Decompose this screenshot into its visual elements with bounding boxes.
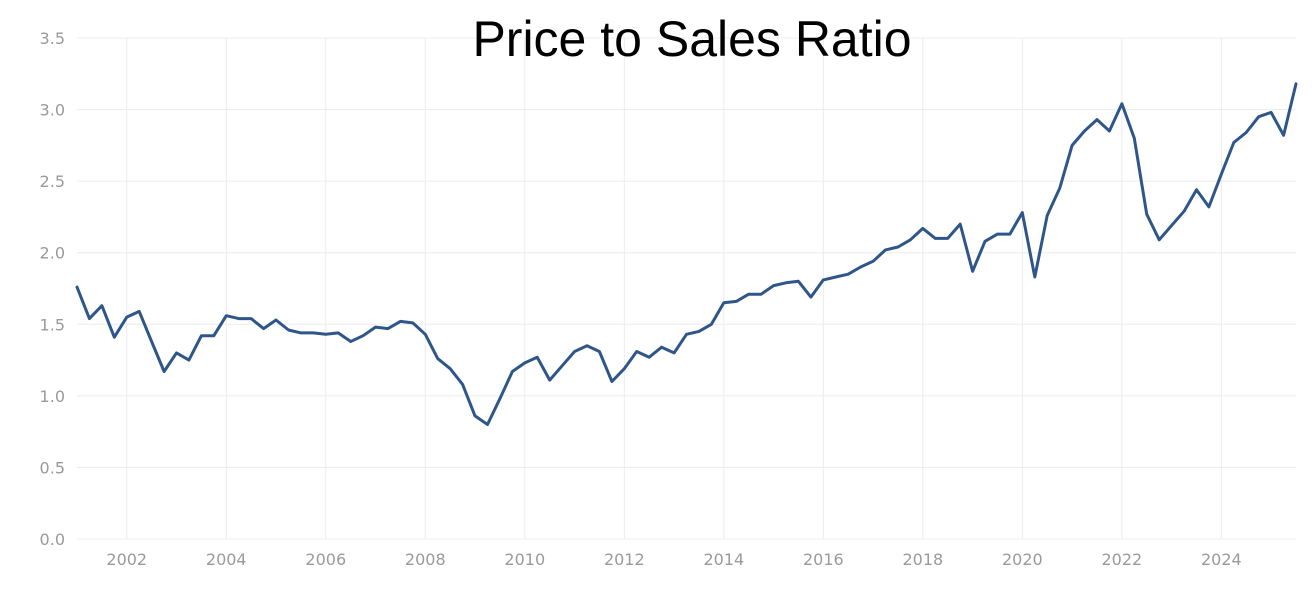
x-tick-label: 2024 [1201, 550, 1242, 569]
x-tick-label: 2014 [703, 550, 744, 569]
y-tick-label: 3.0 [40, 101, 65, 120]
chart-title: Price to Sales Ratio [472, 11, 911, 67]
y-tick-label: 2.5 [40, 172, 65, 191]
x-tick-label: 2004 [206, 550, 247, 569]
y-tick-label: 3.5 [40, 29, 65, 48]
x-axis: 2002 2004 2006 2008 2010 2012 2014 2016 2018 2020… [106, 550, 1241, 569]
y-tick-label: 0.5 [40, 458, 65, 477]
y-tick-label: 2.0 [40, 244, 65, 263]
y-tick-label: 0.0 [40, 530, 65, 549]
x-tick-label: 2008 [405, 550, 446, 569]
y-tick-label: 1.0 [40, 387, 65, 406]
y-axis: 0.0 0.5 1.0 1.5 2.0 2.5 3.0 3.5 [40, 29, 65, 549]
x-tick-label: 2018 [902, 550, 943, 569]
x-tick-label: 2010 [504, 550, 545, 569]
x-tick-label: 2002 [106, 550, 147, 569]
x-tick-label: 2006 [305, 550, 346, 569]
x-tick-label: 2016 [803, 550, 844, 569]
x-tick-label: 2012 [604, 550, 645, 569]
grid-lines [77, 37, 1296, 540]
x-tick-label: 2020 [1002, 550, 1043, 569]
series-line [75, 82, 1298, 426]
x-tick-label: 2022 [1101, 550, 1142, 569]
y-tick-label: 1.5 [40, 315, 65, 334]
